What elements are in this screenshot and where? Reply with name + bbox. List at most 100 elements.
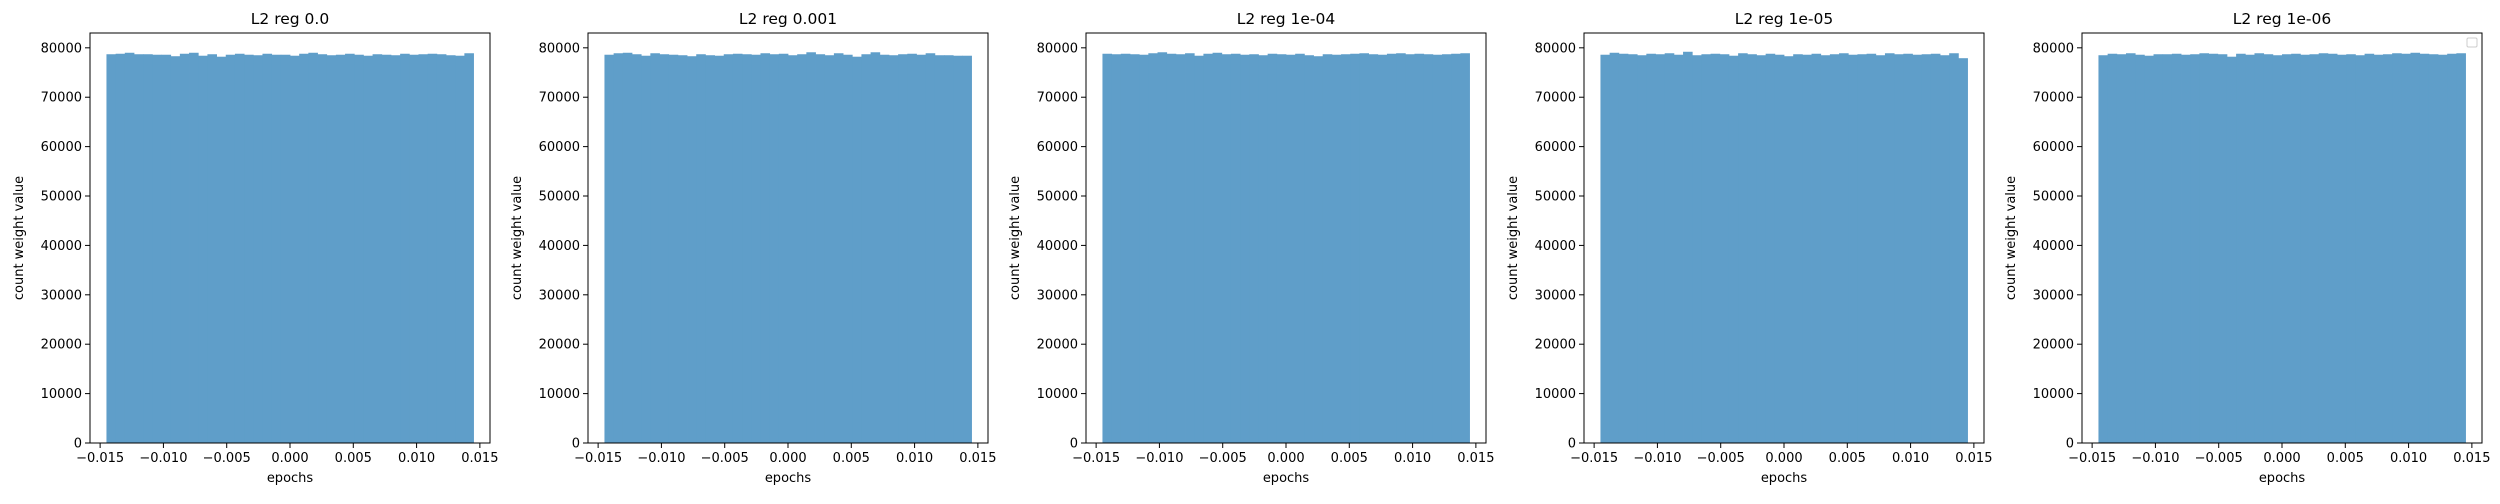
y-axis-label: count weight value: [510, 176, 525, 300]
y-tick-label: 0: [2066, 437, 2074, 452]
histogram-bar: [2144, 55, 2154, 443]
histogram-bar: [2401, 53, 2411, 443]
x-axis-label: epochs: [1263, 471, 1310, 486]
histogram-bar: [2382, 54, 2393, 444]
y-tick-label: 70000: [41, 91, 82, 106]
histogram-bar: [723, 54, 734, 444]
histogram-bar: [326, 55, 337, 443]
y-tick-label: 10000: [2033, 387, 2074, 402]
histogram-bar: [1304, 55, 1314, 443]
histogram-bar: [1600, 54, 1611, 443]
x-tick-label: −0.010: [1135, 451, 1183, 466]
histogram-bar: [363, 55, 373, 443]
histogram-bar: [1894, 54, 1904, 444]
histogram-bar: [427, 53, 438, 443]
histogram-bar: [1719, 54, 1730, 444]
x-tick-label: 0.005: [1829, 451, 1866, 466]
histogram-bar: [1756, 55, 1767, 443]
chart-title: L2 reg 1e-06: [2233, 10, 2331, 28]
x-tick-label: 0.000: [769, 451, 806, 466]
y-tick-label: 40000: [1037, 239, 1078, 254]
x-tick-label: 0.005: [2327, 451, 2364, 466]
x-tick-label: 0.010: [896, 451, 933, 466]
y-tick-label: 30000: [1037, 288, 1078, 303]
histogram-bar: [317, 54, 328, 444]
histogram-bar: [2282, 54, 2292, 444]
histogram-bar: [1139, 54, 1149, 443]
histogram-bar: [1331, 54, 1342, 443]
histogram-bar: [1958, 58, 1968, 443]
x-tick-label: 0.015: [2453, 451, 2490, 466]
histogram-bar: [2318, 53, 2329, 443]
histogram-bar: [179, 53, 190, 443]
histogram-bar: [1912, 54, 1923, 443]
histogram-bar: [1637, 55, 1647, 443]
histogram-bar: [1212, 52, 1223, 443]
histogram-bar: [641, 55, 651, 443]
histogram-bar: [732, 53, 743, 443]
x-tick-label: 0.015: [1955, 451, 1992, 466]
histogram-bar: [1359, 53, 1369, 443]
histogram-bar: [769, 54, 780, 444]
histogram-bar: [916, 54, 927, 443]
histogram-bar: [1286, 54, 1296, 443]
histogram-bar: [1322, 54, 1333, 444]
histogram-bar: [1432, 54, 1443, 443]
x-tick-label: 0.010: [398, 451, 435, 466]
histogram-bar: [390, 55, 401, 443]
histogram-bar: [1386, 53, 1397, 443]
histogram-bar: [1258, 55, 1269, 443]
histogram-bar: [668, 54, 679, 443]
histogram-bar: [2337, 54, 2347, 443]
histogram-bar: [1820, 55, 1831, 443]
y-tick-label: 80000: [539, 41, 580, 56]
histogram-bar: [1728, 55, 1739, 443]
histogram-bar: [622, 52, 633, 443]
histogram-bar: [1221, 54, 1232, 444]
histogram-bar: [852, 56, 862, 444]
histogram-bar: [934, 55, 945, 443]
histogram-bar: [1683, 51, 1693, 444]
histogram-bar: [1350, 53, 1360, 443]
histogram-bar: [198, 55, 208, 443]
histogram-bar: [1618, 53, 1629, 443]
histogram-bar: [650, 53, 660, 443]
histogram-bar: [2263, 54, 2274, 444]
y-tick-label: 0: [1568, 437, 1576, 452]
x-tick-label: 0.010: [1892, 451, 1929, 466]
histogram-bar: [225, 54, 236, 443]
histogram-bar: [1811, 53, 1822, 443]
x-tick-label: 0.005: [833, 451, 870, 466]
histogram-bar: [2309, 54, 2320, 444]
x-tick-label: 0.010: [1394, 451, 1431, 466]
histogram-bar: [115, 53, 126, 443]
histogram-bar: [659, 54, 670, 444]
y-tick-label: 70000: [1037, 91, 1078, 106]
histogram-bar: [1903, 53, 1913, 443]
histogram-bar: [907, 53, 917, 443]
histogram-bar: [1609, 52, 1620, 443]
y-tick-label: 40000: [41, 239, 82, 254]
y-tick-label: 10000: [539, 387, 580, 402]
y-tick-label: 20000: [1535, 338, 1576, 353]
histogram-bar: [133, 54, 144, 444]
y-tick-label: 60000: [2033, 140, 2074, 155]
histogram-bar: [1249, 54, 1259, 444]
histogram-bar: [1848, 54, 1858, 443]
histogram-bar: [1747, 54, 1757, 444]
histogram-bar: [1148, 53, 1158, 443]
histogram-bar: [1875, 55, 1886, 443]
histogram-bar: [290, 55, 300, 443]
x-tick-label: 0.000: [271, 451, 308, 466]
histogram-bar: [1673, 54, 1684, 443]
histogram-bar: [216, 56, 227, 444]
histogram-bar: [677, 55, 688, 443]
histogram-bar: [2410, 52, 2421, 443]
chart-title: L2 reg 0.001: [739, 10, 837, 28]
histogram-bar: [1940, 55, 1950, 443]
y-tick-label: 30000: [1535, 288, 1576, 303]
histogram-bar: [2125, 53, 2136, 443]
histogram-bar: [161, 54, 172, 443]
histogram-bar: [400, 53, 410, 443]
